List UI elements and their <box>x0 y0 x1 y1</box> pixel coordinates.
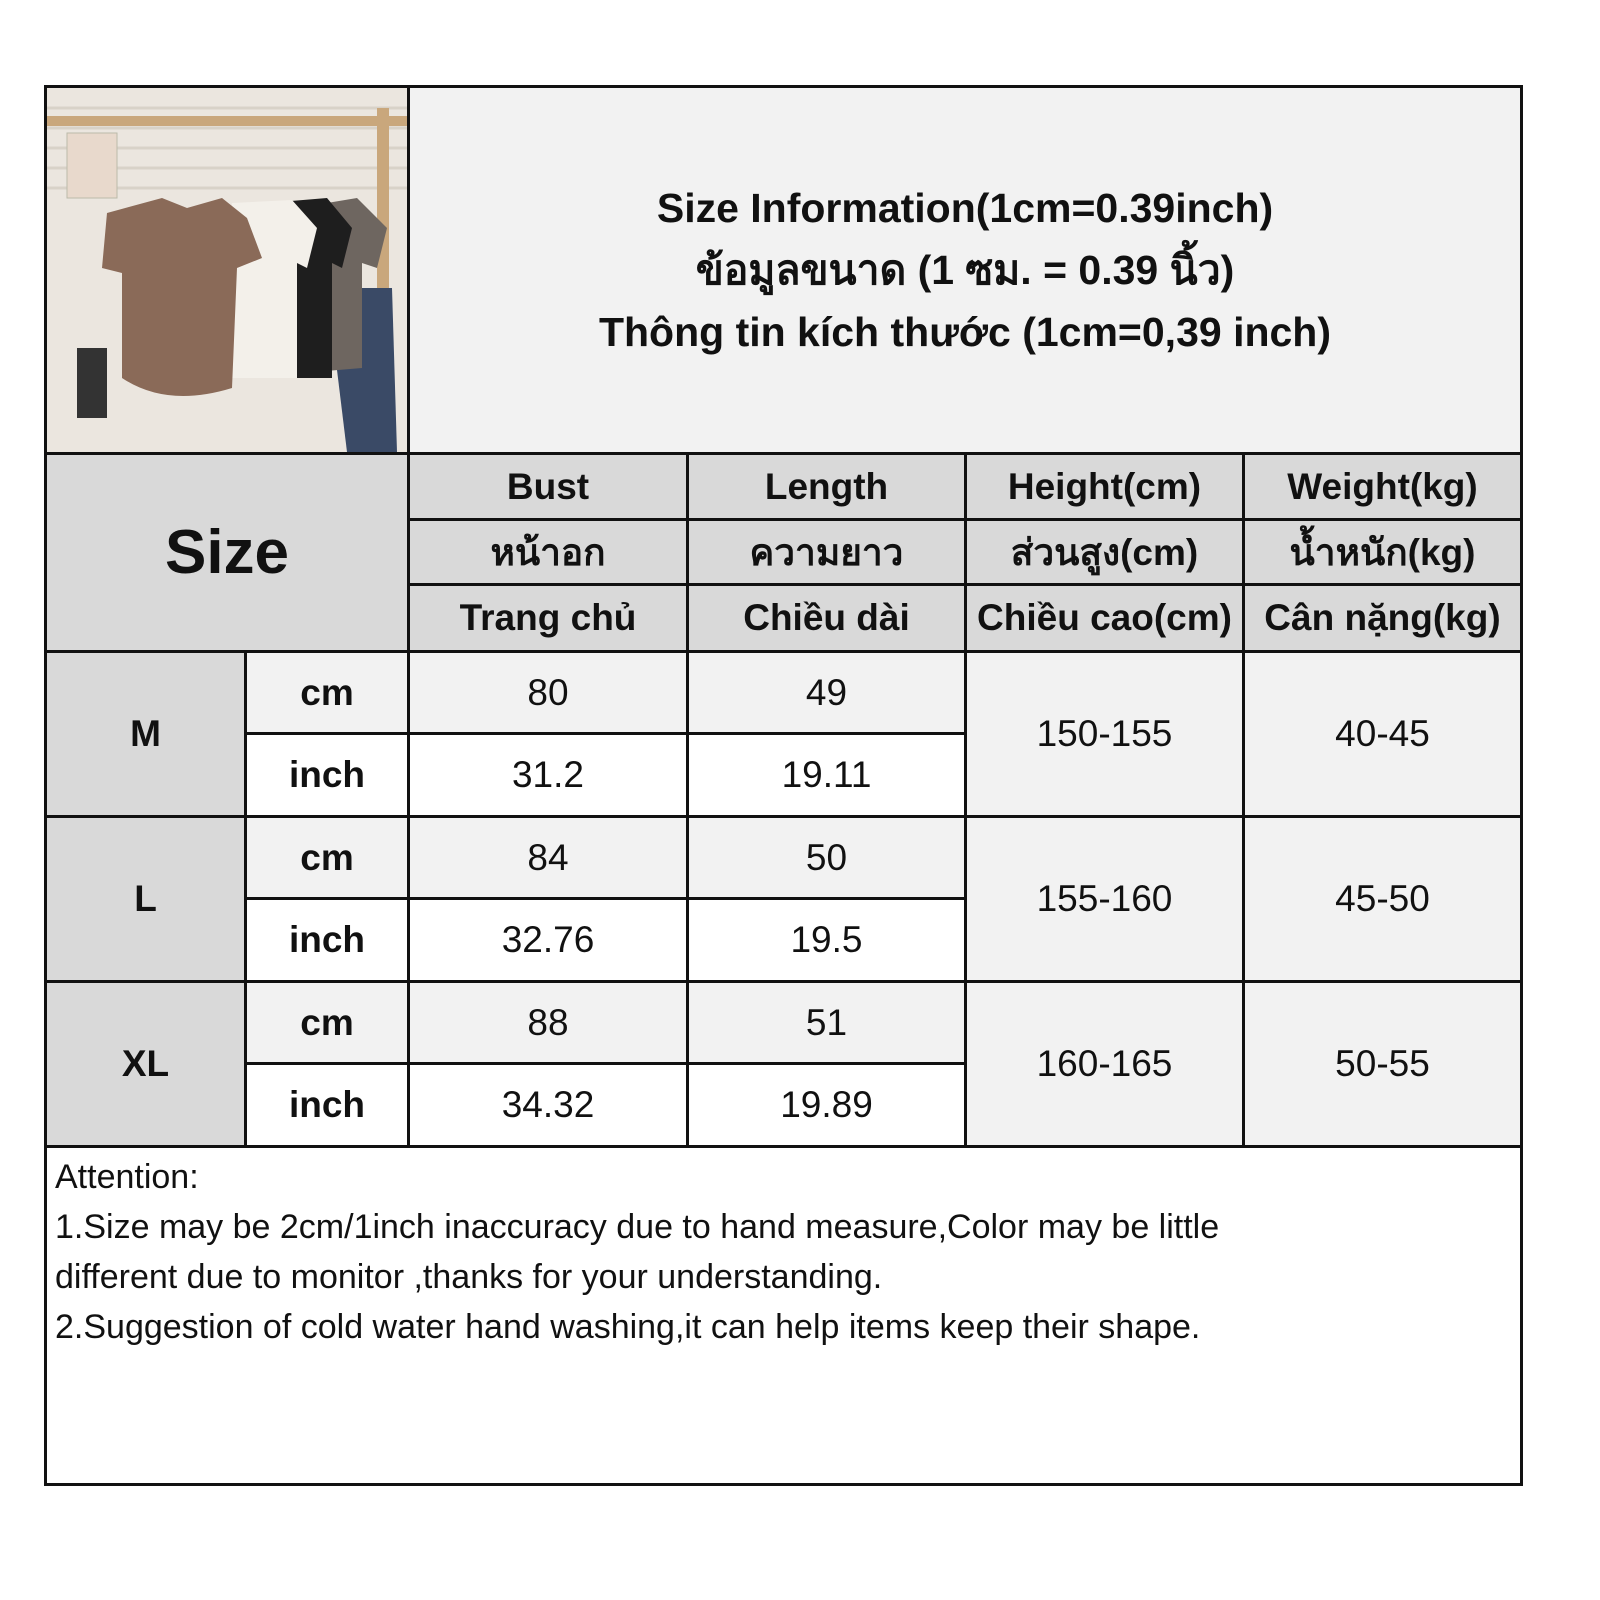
bust-cm: 84 <box>410 818 689 900</box>
size-label-l: L <box>47 818 247 983</box>
length-inch: 19.11 <box>689 735 967 818</box>
header-height-vi: Chiều cao(cm) <box>967 586 1245 653</box>
notes-heading: Attention: <box>55 1158 199 1196</box>
size-header: Size <box>47 455 410 653</box>
notes-line-2: different due to monitor ,thanks for you… <box>55 1258 883 1296</box>
bust-inch: 34.32 <box>410 1065 689 1148</box>
unit-cm: cm <box>247 983 410 1065</box>
header-height-en: Height(cm) <box>967 455 1245 521</box>
size-header-label: Size <box>164 518 290 587</box>
unit-inch: inch <box>247 900 410 983</box>
notes-line-3: 2.Suggestion of cold water hand washing,… <box>55 1308 1201 1346</box>
unit-inch: inch <box>247 1065 410 1148</box>
unit-cm: cm <box>247 653 410 735</box>
header-weight-en: Weight(kg) <box>1245 455 1523 521</box>
notes-line-1: 1.Size may be 2cm/1inch inaccuracy due t… <box>55 1208 1220 1246</box>
unit-inch: inch <box>247 735 410 818</box>
title-vietnamese: Thông tin kích thước (1cm=0,39 inch) <box>598 309 1332 355</box>
length-cm: 51 <box>689 983 967 1065</box>
height-range: 155-160 <box>967 818 1245 983</box>
attention-notes: Attention: 1.Size may be 2cm/1inch inacc… <box>47 1148 1523 1486</box>
product-photo <box>47 88 410 455</box>
title-thai: ข้อมูลขนาด (1 ซม. = 0.39 นิ้ว) <box>695 247 1235 293</box>
length-cm: 49 <box>689 653 967 735</box>
length-cm: 50 <box>689 818 967 900</box>
size-information-title: Size Information(1cm=0.39inch) ข้อมูลขนา… <box>410 88 1523 455</box>
height-range: 150-155 <box>967 653 1245 818</box>
bust-cm: 88 <box>410 983 689 1065</box>
shirts-on-rack-image <box>47 88 407 452</box>
header-bust-vi: Trang chủ <box>410 586 689 653</box>
size-label-xl: XL <box>47 983 247 1148</box>
header-length-th: ความยาว <box>689 521 967 586</box>
bust-cm: 80 <box>410 653 689 735</box>
length-inch: 19.89 <box>689 1065 967 1148</box>
bust-inch: 31.2 <box>410 735 689 818</box>
weight-range: 50-55 <box>1245 983 1523 1148</box>
title-english: Size Information(1cm=0.39inch) <box>656 185 1274 231</box>
header-length-en: Length <box>689 455 967 521</box>
weight-range: 40-45 <box>1245 653 1523 818</box>
header-bust-en: Bust <box>410 455 689 521</box>
length-inch: 19.5 <box>689 900 967 983</box>
header-bust-th: หน้าอก <box>410 521 689 586</box>
unit-cm: cm <box>247 818 410 900</box>
weight-range: 45-50 <box>1245 818 1523 983</box>
header-height-th: ส่วนสูง(cm) <box>967 521 1245 586</box>
size-label-m: M <box>47 653 247 818</box>
size-chart: Size Information(1cm=0.39inch) ข้อมูลขนา… <box>44 85 1523 1486</box>
height-range: 160-165 <box>967 983 1245 1148</box>
header-length-vi: Chiều dài <box>689 586 967 653</box>
header-weight-vi: Cân nặng(kg) <box>1245 586 1523 653</box>
header-weight-th: น้ำหนัก(kg) <box>1245 521 1523 586</box>
bust-inch: 32.76 <box>410 900 689 983</box>
